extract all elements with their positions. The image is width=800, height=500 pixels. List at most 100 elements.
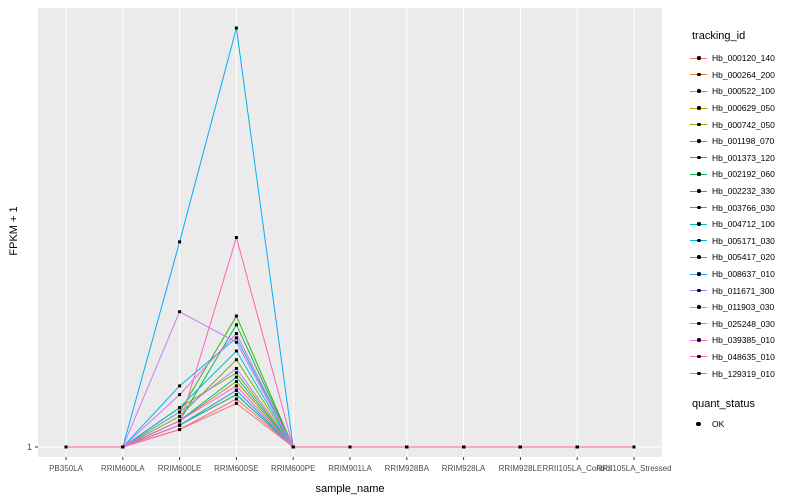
legend-swatch-icon <box>690 100 707 117</box>
data-point <box>234 332 238 336</box>
x-tick-label: RRII105LA_Stressed <box>596 464 671 473</box>
legend-item: Hb_002232_330 <box>690 183 798 200</box>
data-point <box>234 384 238 388</box>
quant-legend-title: quant_status <box>692 398 755 410</box>
data-point <box>234 336 238 340</box>
legend-label: Hb_000629_050 <box>712 103 775 114</box>
data-point <box>405 445 409 449</box>
data-point <box>178 414 182 418</box>
data-point <box>178 423 182 427</box>
data-point <box>178 410 182 414</box>
legend-label: Hb_005417_020 <box>712 252 775 263</box>
x-tick-label: RRIM600PE <box>271 464 315 473</box>
data-point <box>234 366 238 370</box>
data-point <box>178 393 182 397</box>
legend-title: tracking_id <box>692 30 746 42</box>
legend-label: Hb_000522_100 <box>712 86 775 97</box>
legend-item: Hb_025248_030 <box>690 316 798 333</box>
legend-item: Hb_129319_010 <box>690 365 798 382</box>
legend-label: Hb_039385_010 <box>712 335 775 346</box>
x-tick-label: RRIM600SE <box>214 464 258 473</box>
data-point <box>178 419 182 423</box>
data-point <box>234 393 238 397</box>
legend-swatch-icon <box>690 232 707 249</box>
data-point <box>121 445 125 449</box>
legend-label: Hb_001373_120 <box>712 152 775 163</box>
legend-swatch-icon <box>690 332 707 349</box>
legend-item: Hb_001373_120 <box>690 150 798 167</box>
legend-item: Hb_002192_060 <box>690 166 798 183</box>
data-point <box>234 314 238 318</box>
legend-item: Hb_039385_010 <box>690 332 798 349</box>
legend-item: Hb_000264_200 <box>690 67 798 84</box>
legend-item: Hb_005417_020 <box>690 249 798 266</box>
legend-swatch-icon <box>690 183 707 200</box>
legend-item: Hb_004712_100 <box>690 216 798 233</box>
legend-swatch-icon <box>690 166 707 183</box>
y-tick-label: 1 <box>27 442 32 452</box>
legend-item: Hb_003766_030 <box>690 199 798 216</box>
legend-label: Hb_005171_030 <box>712 235 775 246</box>
legend-swatch-icon <box>690 116 707 133</box>
data-point <box>234 371 238 375</box>
legend-swatch-icon <box>690 216 707 233</box>
legend-label: Hb_011671_300 <box>712 285 775 296</box>
data-point <box>64 445 68 449</box>
legend-swatch-icon <box>690 282 707 299</box>
legend-label: Hb_011903_030 <box>712 302 775 313</box>
legend-swatch-icon <box>690 348 707 365</box>
data-point <box>178 384 182 388</box>
legend-quant-status: quant_status OK <box>690 398 798 433</box>
data-point <box>234 397 238 401</box>
data-point <box>348 445 352 449</box>
legend-item: Hb_000120_140 <box>690 50 798 67</box>
data-point <box>234 375 238 379</box>
data-point <box>234 401 238 405</box>
legend-label: Hb_002192_060 <box>712 169 775 180</box>
legend-item: Hb_011671_300 <box>690 282 798 299</box>
data-point <box>234 26 238 30</box>
data-point <box>178 240 182 244</box>
data-point <box>234 349 238 353</box>
legend-item-ok: OK <box>690 416 798 433</box>
x-tick-label: RRIM928BA <box>385 464 430 473</box>
x-tick-label: RRIM901LA <box>328 464 372 473</box>
legend-item: Hb_000742_050 <box>690 116 798 133</box>
legend-swatch-icon <box>690 266 707 283</box>
legend-label: Hb_000264_200 <box>712 69 775 80</box>
legend-items: Hb_000120_140 Hb_000264_200 Hb_000522_100 H… <box>690 50 798 382</box>
ok-point-icon <box>690 416 707 433</box>
legend-label: Hb_048635_010 <box>712 351 775 362</box>
legend-swatch-icon <box>690 133 707 150</box>
data-point <box>234 340 238 344</box>
legend-label: Hb_003766_030 <box>712 202 775 213</box>
legend-item: Hb_048635_010 <box>690 349 798 366</box>
x-tick-label: RRIM928LA <box>442 464 486 473</box>
legend-swatch-icon <box>690 249 707 266</box>
legend-item: Hb_001198_070 <box>690 133 798 150</box>
legend-swatch-icon <box>690 83 707 100</box>
x-tick-label: RRIM600LA <box>101 464 145 473</box>
legend-label: Hb_129319_010 <box>712 368 775 379</box>
legend-item: Hb_000629_050 <box>690 100 798 117</box>
data-point <box>234 380 238 384</box>
data-point <box>575 445 579 449</box>
legend-swatch-icon <box>690 315 707 332</box>
data-point <box>632 445 636 449</box>
data-point <box>518 445 522 449</box>
data-point <box>178 428 182 432</box>
legend-label: Hb_001198_070 <box>712 136 775 147</box>
legend-swatch-icon <box>690 199 707 216</box>
legend-label: Hb_000120_140 <box>712 53 775 64</box>
data-point <box>234 323 238 327</box>
data-point <box>178 406 182 410</box>
legend-label: Hb_025248_030 <box>712 318 775 329</box>
x-tick-label: RRIM928LE <box>499 464 543 473</box>
data-point <box>291 445 295 449</box>
legend-swatch-icon <box>690 66 707 83</box>
legend-item: Hb_000522_100 <box>690 83 798 100</box>
legend-swatch-icon <box>690 299 707 316</box>
legend-swatch-icon <box>690 149 707 166</box>
